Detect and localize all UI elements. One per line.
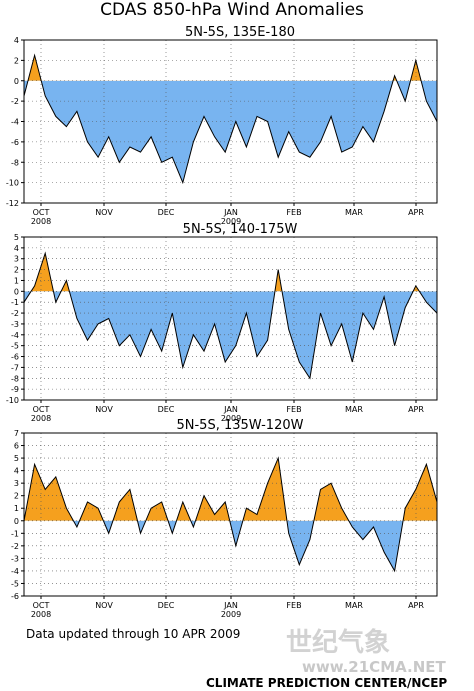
month-label: APR [408,601,424,610]
negative-anomaly-area [24,291,437,379]
panel-3-title: 5N-5S, 135W-120W [177,418,304,433]
y-tick-label: 4 [14,244,19,253]
y-tick-label: -10 [6,179,19,188]
y-tick-label: 3 [14,479,19,488]
y-tick-label: -12 [6,199,19,208]
month-label: FEB [286,405,301,414]
month-label: OCT [33,601,50,610]
panels: 5N-5S, 135E-180-12-10-8-6-4-2024OCT2008N… [6,25,438,619]
month-label: APR [408,405,424,414]
y-tick-label: -1 [11,529,19,538]
y-tick-label: 7 [14,429,19,438]
negative-anomaly-area [24,80,437,183]
y-tick-label: 0 [14,77,19,86]
credit-text: CLIMATE PREDICTION CENTER/NCEP [206,676,447,690]
y-tick-label: 5 [14,454,19,463]
watermark-chinese: 世纪气象 [286,627,390,658]
y-tick-label: -10 [6,396,19,405]
footer-text: Data updated through 10 APR 2009 [26,627,240,641]
y-tick-label: -1 [11,298,19,307]
month-label: MAR [345,601,363,610]
y-tick-label: 2 [14,266,19,275]
y-tick-label: 1 [14,504,19,513]
series-line [23,456,438,573]
y-tick-label: -8 [11,158,19,167]
positive-anomaly-area [24,253,437,292]
panel-2: 5N-5S, 140-175W-10-9-8-7-6-5-4-3-2-10123… [6,222,438,423]
panel-3: 5N-5S, 135W-120W-6-5-4-3-2-101234567OCT2… [11,418,438,619]
series-line [23,251,438,380]
month-label: JAN [223,601,238,610]
y-tick-label: 2 [14,56,19,65]
month-label: OCT [33,405,50,414]
y-tick-label: -5 [11,342,19,351]
y-tick-label: -4 [11,331,19,340]
year-label: 2008 [31,217,51,226]
series-line [23,53,438,185]
month-label: DEC [158,601,175,610]
y-tick-label: 4 [14,467,19,476]
year-label: 2009 [221,414,241,423]
month-label: DEC [158,208,175,217]
panel-1-title: 5N-5S, 135E-180 [185,25,295,40]
y-tick-label: -9 [11,385,19,394]
y-tick-label: 6 [14,442,19,451]
y-tick-label: -7 [11,363,19,372]
month-label: NOV [95,208,113,217]
positive-anomaly-area [24,458,437,521]
y-tick-label: 2 [14,492,19,501]
y-tick-label: 4 [14,36,19,45]
y-tick-label: 5 [14,233,19,242]
y-tick-label: -2 [11,542,19,551]
y-tick-label: -5 [11,579,19,588]
y-tick-label: -6 [11,353,19,362]
y-tick-label: -4 [11,118,19,127]
y-tick-label: -8 [11,374,19,383]
month-label: OCT [33,208,50,217]
y-tick-label: 0 [14,517,19,526]
year-label: 2009 [221,217,241,226]
year-label: 2008 [31,610,51,619]
y-tick-label: -4 [11,567,19,576]
y-tick-label: 0 [14,287,19,296]
panel-2-title: 5N-5S, 140-175W [183,222,298,237]
year-label: 2009 [221,610,241,619]
y-tick-label: -3 [11,554,19,563]
y-tick-label: -2 [11,97,19,106]
month-label: NOV [95,405,113,414]
month-label: JAN [223,405,238,414]
month-label: APR [408,208,424,217]
y-tick-label: -3 [11,320,19,329]
month-label: FEB [286,208,301,217]
month-label: JAN [223,208,238,217]
y-tick-label: -6 [11,592,19,601]
month-label: DEC [158,405,175,414]
month-label: MAR [345,208,363,217]
y-tick-label: -2 [11,309,19,318]
y-tick-label: 1 [14,276,19,285]
month-label: MAR [345,405,363,414]
year-label: 2008 [31,414,51,423]
y-tick-label: -6 [11,138,19,147]
figure-title: CDAS 850-hPa Wind Anomalies [100,0,364,20]
watermark-url: www.21CMA.NET [302,658,447,676]
y-tick-label: 3 [14,255,19,264]
month-label: FEB [286,601,301,610]
month-label: NOV [95,601,113,610]
